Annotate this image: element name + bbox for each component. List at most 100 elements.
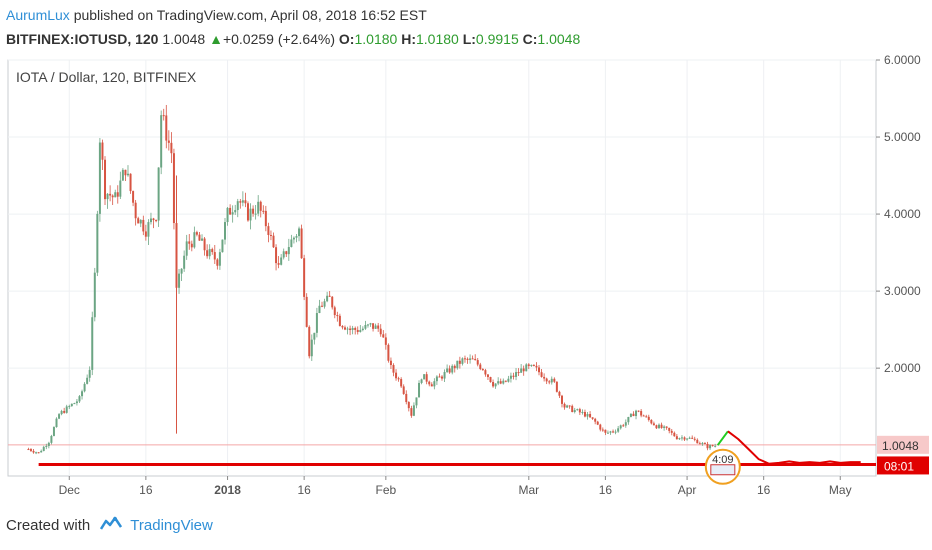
low-label: L: [462, 31, 476, 47]
candle-body [213, 252, 216, 260]
candle-body [594, 418, 597, 422]
candle-body [218, 252, 221, 266]
author-link[interactable]: AurumLux [6, 7, 70, 23]
candle-body [40, 450, 43, 453]
candle-body [252, 208, 255, 214]
candle-body [486, 374, 489, 378]
candle-body [155, 220, 158, 222]
candle-body [663, 426, 666, 428]
candle-body [78, 396, 81, 402]
tradingview-brand[interactable]: TradingView [130, 517, 213, 534]
candle-body [548, 381, 551, 383]
candle-body [55, 418, 58, 428]
candle-body [540, 372, 543, 377]
footer: Created with TradingView [6, 516, 213, 536]
candle-body [185, 241, 188, 256]
candle-body [206, 250, 209, 257]
x-tick-label: 16 [599, 483, 613, 497]
candle-body [331, 296, 334, 308]
candle-body [660, 424, 663, 428]
candle-body [361, 328, 364, 331]
candle-body [599, 424, 602, 430]
candle-body [98, 142, 101, 214]
candle-body [193, 232, 196, 248]
candle-body [571, 405, 574, 412]
candle-body [86, 377, 89, 384]
price-label-box [877, 435, 929, 454]
candle-body [624, 422, 627, 426]
candle-body [101, 142, 104, 160]
candle-body [622, 425, 625, 427]
candle-body [226, 207, 229, 223]
candle-body [172, 153, 175, 224]
candle-body [591, 417, 594, 419]
candle-body [170, 142, 173, 154]
candle-body [453, 365, 456, 369]
candle-body [366, 324, 369, 326]
candle-body [555, 381, 558, 392]
candle-body [354, 327, 357, 330]
candle-body [668, 427, 671, 431]
candle-body [441, 376, 443, 379]
candle-body [469, 358, 472, 360]
candle-body [147, 222, 150, 237]
candle-body [632, 413, 635, 417]
chart-title: IOTA / Dollar, 120, BITFINEX [16, 69, 197, 85]
candle-body [267, 226, 270, 235]
candle-body [126, 173, 129, 176]
candle-body [35, 452, 38, 454]
candle-body [132, 191, 135, 203]
candle-body [356, 329, 359, 332]
candle-body [448, 368, 451, 373]
price-label: 1.0048 [882, 439, 919, 453]
candle-body [474, 358, 477, 361]
candle-body [698, 443, 701, 445]
candle-body [134, 202, 137, 219]
candle-body [405, 393, 408, 403]
y-tick-label: 5.0000 [884, 130, 921, 144]
created-with-text: Created with [6, 517, 91, 534]
candle-body [693, 438, 696, 440]
candle-body [438, 376, 441, 378]
candle-body [581, 411, 584, 413]
plot-area [7, 59, 877, 477]
candle-body [295, 236, 298, 238]
candle-body [221, 239, 224, 253]
candle-body [652, 423, 655, 426]
candle-body [124, 169, 127, 176]
candle-body [617, 428, 620, 432]
candle-body [711, 445, 714, 447]
candle-body [190, 243, 193, 248]
candle-body [285, 251, 288, 255]
candle-body [364, 324, 367, 329]
candle-body [629, 413, 632, 417]
x-tick-label: 2018 [214, 483, 241, 497]
candle-body [714, 445, 717, 447]
candle-body [479, 364, 482, 369]
y-tick-label: 6.0000 [884, 53, 921, 67]
candle-body [68, 406, 71, 408]
candle-body [566, 405, 569, 408]
candle-body [60, 410, 63, 415]
candle-body [568, 405, 571, 407]
candle-body [47, 442, 50, 446]
candle-body [63, 410, 66, 413]
candle-body [114, 192, 117, 198]
candle-body [435, 376, 438, 382]
candle-body [162, 115, 165, 117]
x-tick-label: Feb [375, 483, 396, 497]
candle-body [372, 323, 375, 329]
candle-body [614, 431, 617, 433]
candle-body [65, 406, 68, 413]
candle-body [402, 386, 405, 394]
candle-body [195, 232, 198, 235]
candle-body [50, 435, 53, 443]
candle-body [303, 258, 306, 297]
candle-body [530, 364, 533, 366]
candle-body [73, 403, 76, 405]
candle-body [246, 203, 249, 221]
candle-body [619, 425, 622, 429]
candle-body [688, 437, 691, 439]
x-tick-label: 16 [757, 483, 771, 497]
